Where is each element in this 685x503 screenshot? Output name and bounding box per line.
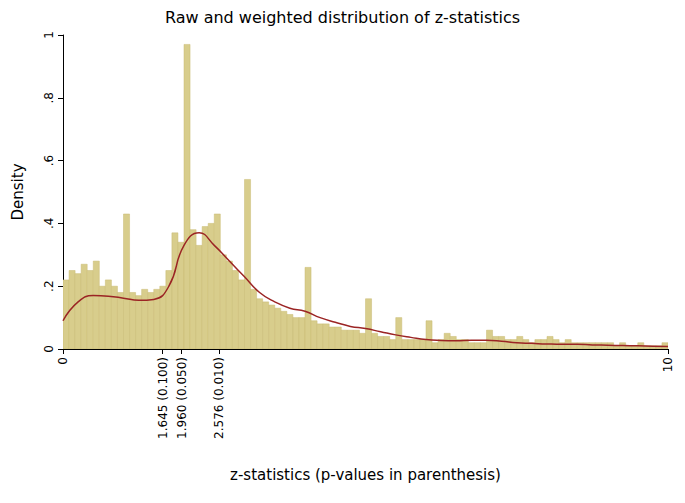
svg-text:z-statistics (p-values in pare: z-statistics (p-values in parenthesis) bbox=[230, 466, 501, 484]
svg-text:0: 0 bbox=[42, 345, 56, 353]
svg-text:0: 0 bbox=[56, 357, 70, 365]
svg-text:1.960 (0.050): 1.960 (0.050) bbox=[175, 357, 189, 439]
svg-text:10: 10 bbox=[661, 357, 675, 372]
svg-text:.8: .8 bbox=[42, 92, 56, 103]
svg-text:.2: .2 bbox=[42, 280, 56, 291]
svg-text:1.645 (0.100): 1.645 (0.100) bbox=[156, 357, 170, 439]
svg-text:Density: Density bbox=[9, 163, 27, 220]
svg-text:Raw and weighted distribution: Raw and weighted distribution of z-stati… bbox=[165, 8, 520, 27]
svg-text:.4: .4 bbox=[42, 218, 56, 229]
svg-text:1: 1 bbox=[42, 31, 56, 39]
svg-text:.6: .6 bbox=[42, 155, 56, 166]
svg-text:2.576 (0.010): 2.576 (0.010) bbox=[212, 357, 226, 439]
